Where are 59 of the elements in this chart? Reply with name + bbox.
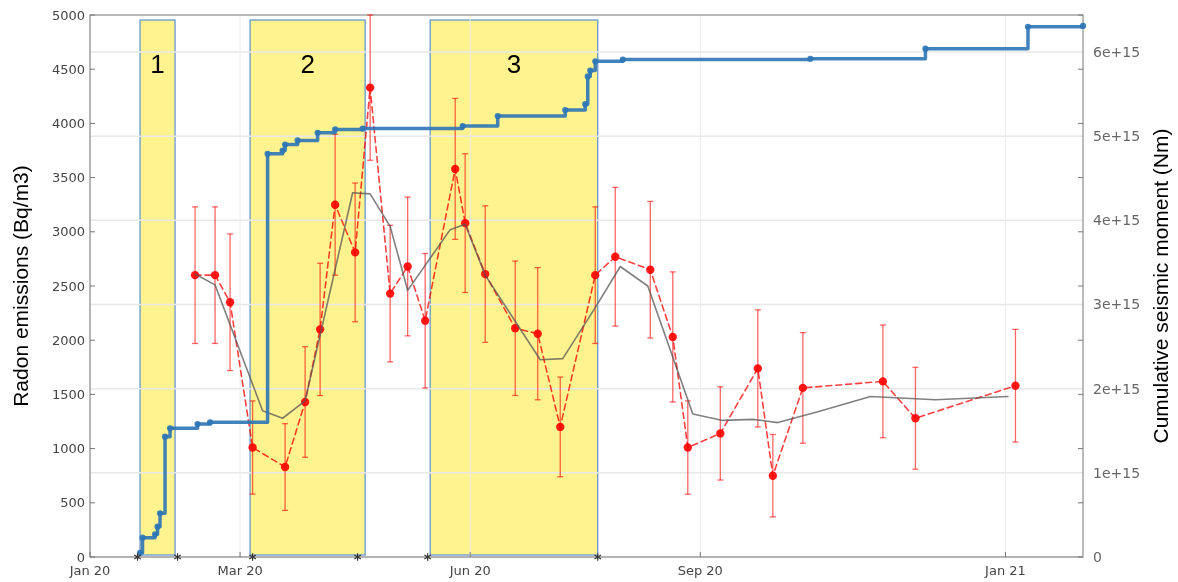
y2-tick-label: 3e+15	[1093, 296, 1141, 313]
x-tick-label: Jan 20	[68, 563, 111, 578]
y-tick-label: 2500	[51, 278, 85, 294]
y-tick-label: 0	[76, 549, 85, 565]
band-label: 1	[150, 49, 165, 79]
y-tick-label: 5000	[51, 7, 85, 23]
point	[365, 83, 375, 92]
point	[210, 270, 220, 280]
point	[385, 289, 395, 298]
point	[878, 377, 888, 386]
point	[683, 443, 692, 452]
point	[248, 552, 257, 562]
y2-tick-label: 0	[1093, 548, 1102, 565]
y-tick-label: 2000	[51, 332, 85, 348]
point	[591, 270, 600, 280]
point	[451, 164, 460, 174]
x-tick-label: Jan 21	[984, 563, 1026, 578]
point	[133, 552, 142, 562]
point	[225, 298, 235, 307]
y2-tick-label: 2e+15	[1093, 380, 1141, 397]
point	[911, 414, 920, 423]
y2-tick-label: 4e+15	[1093, 212, 1141, 229]
point	[556, 422, 565, 432]
point	[798, 383, 808, 393]
point	[423, 552, 432, 562]
y-tick-label: 3500	[51, 170, 85, 186]
band-label: 2	[300, 49, 315, 79]
x-tick-label: Jun 20	[448, 563, 491, 578]
point	[646, 265, 655, 274]
y-tick-label: 500	[60, 495, 85, 511]
point	[611, 252, 620, 261]
y2-tick-label: 1e+15	[1093, 464, 1141, 481]
point	[768, 471, 778, 480]
point	[353, 552, 362, 562]
y-tick-label: 1500	[51, 386, 85, 402]
point	[350, 248, 360, 257]
y2-tick-label: 5e+15	[1093, 128, 1141, 145]
point	[753, 364, 763, 373]
x-tick-label: Mar 20	[217, 563, 263, 578]
y-axis-title: Radon emissions (Bq/m3)	[9, 165, 32, 407]
point	[420, 316, 430, 325]
y-tick-label: 4000	[51, 115, 85, 131]
x-tick-label: Sep 20	[677, 563, 723, 578]
y2-axis-title: Cumulative seismic moment (Nm)	[1149, 128, 1172, 444]
y2-tick-label: 6e+15	[1093, 43, 1141, 60]
point	[248, 443, 257, 452]
point	[173, 552, 182, 562]
y-tick-label: 1000	[51, 441, 85, 457]
y-tick-label: 4500	[51, 61, 85, 77]
point	[403, 262, 412, 271]
y-tick-label: 3000	[51, 224, 85, 240]
point	[716, 429, 725, 438]
point	[593, 552, 602, 562]
point	[280, 462, 290, 472]
point	[668, 332, 677, 342]
band-label: 3	[506, 49, 522, 79]
point	[330, 200, 340, 209]
point	[533, 329, 542, 338]
point	[1011, 381, 1020, 390]
